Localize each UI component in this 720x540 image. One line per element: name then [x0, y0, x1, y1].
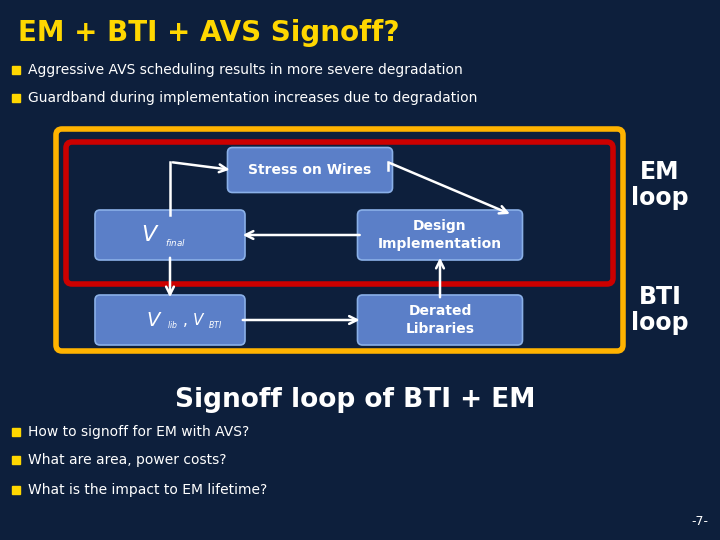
- Text: Signoff loop of BTI + EM: Signoff loop of BTI + EM: [175, 387, 535, 413]
- Text: EM + BTI + AVS Signoff?: EM + BTI + AVS Signoff?: [18, 19, 400, 47]
- FancyBboxPatch shape: [358, 295, 523, 345]
- Text: $_{lib}$: $_{lib}$: [167, 320, 178, 332]
- FancyBboxPatch shape: [95, 210, 245, 260]
- Text: Derated
Libraries: Derated Libraries: [405, 305, 474, 336]
- Text: -7-: -7-: [691, 515, 708, 528]
- Text: What are area, power costs?: What are area, power costs?: [28, 453, 227, 467]
- Text: BTI
loop: BTI loop: [631, 285, 689, 335]
- FancyBboxPatch shape: [228, 147, 392, 192]
- Text: EM
loop: EM loop: [631, 160, 689, 210]
- Text: How to signoff for EM with AVS?: How to signoff for EM with AVS?: [28, 425, 249, 439]
- Text: Guardband during implementation increases due to degradation: Guardband during implementation increase…: [28, 91, 477, 105]
- FancyBboxPatch shape: [358, 210, 523, 260]
- Text: , $V$: , $V$: [178, 311, 206, 329]
- Text: Aggressive AVS scheduling results in more severe degradation: Aggressive AVS scheduling results in mor…: [28, 63, 463, 77]
- Text: Design
Implementation: Design Implementation: [378, 219, 502, 251]
- Text: What is the impact to EM lifetime?: What is the impact to EM lifetime?: [28, 483, 267, 497]
- Text: Stress on Wires: Stress on Wires: [248, 163, 372, 177]
- Text: $V$: $V$: [145, 310, 162, 329]
- Text: $_{BTI}$: $_{BTI}$: [208, 320, 222, 332]
- Text: $V$: $V$: [142, 225, 160, 245]
- FancyBboxPatch shape: [95, 295, 245, 345]
- Text: $_{final}$: $_{final}$: [165, 235, 186, 248]
